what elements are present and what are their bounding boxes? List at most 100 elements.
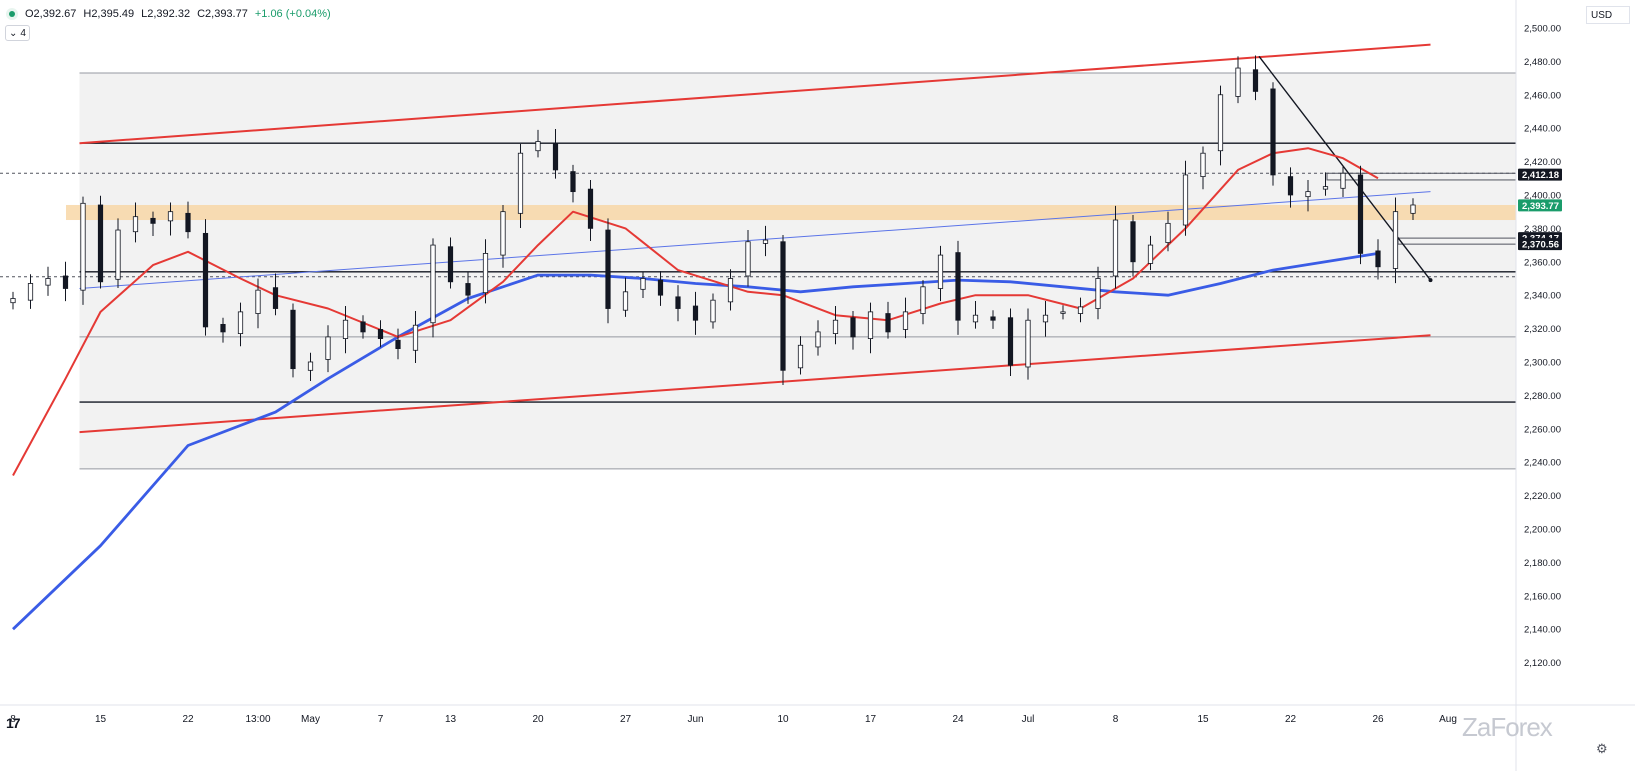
y-tick-label: 2,380.00 — [1524, 224, 1561, 235]
candle-body — [412, 324, 419, 351]
candle-body — [290, 309, 296, 370]
candle-body — [815, 331, 821, 348]
candle-body — [45, 278, 51, 286]
candle-body — [1007, 317, 1014, 366]
candle-body — [902, 311, 909, 330]
moving-average-red — [12, 147, 1379, 476]
candle-body — [850, 317, 856, 338]
candle-body — [937, 254, 944, 289]
y-tick-label: 2,220.00 — [1524, 491, 1561, 502]
candle-body — [657, 279, 664, 296]
channel-lower-line — [79, 334, 1431, 434]
ohlc-legend: O2,392.67 H2,395.49 L2,392.32 C2,393.77 … — [6, 4, 332, 24]
y-tick-label: 2,480.00 — [1524, 57, 1561, 68]
x-tick-label: 13 — [445, 714, 457, 725]
x-tick-label: 15 — [95, 714, 107, 725]
currency-button[interactable]: USD — [1586, 6, 1630, 24]
candle-body — [1182, 174, 1189, 226]
x-tick-label: 17 — [865, 714, 877, 725]
x-tick-label: May — [301, 714, 320, 725]
candle-body — [1322, 186, 1329, 190]
candle-body — [640, 278, 646, 290]
indicators-toggle[interactable]: ⌄ 4 — [5, 25, 30, 41]
y-tick-label: 2,460.00 — [1524, 90, 1561, 101]
candle-body — [1147, 244, 1154, 264]
candle-body — [1112, 219, 1119, 277]
candle-body — [1392, 211, 1399, 269]
x-tick-label: 22 — [1285, 714, 1297, 725]
candle-body — [307, 361, 314, 371]
candle-body — [255, 289, 261, 314]
x-tick-label: 7 — [378, 714, 384, 725]
y-tick-label: 2,320.00 — [1524, 324, 1561, 335]
x-tick-label: Aug — [1439, 714, 1457, 725]
candle-body — [1217, 94, 1224, 152]
price-tag — [1518, 238, 1562, 251]
y-tick-label: 2,500.00 — [1524, 23, 1561, 34]
close-value: C2,393.77 — [197, 8, 248, 20]
candle-body — [1410, 204, 1416, 214]
x-tick-label: 15 — [1197, 714, 1209, 725]
candle-body — [1042, 314, 1049, 323]
candle-body — [745, 241, 751, 277]
y-tick-label: 2,440.00 — [1524, 124, 1561, 135]
price-zone — [66, 204, 1516, 221]
y-tick-label: 2,360.00 — [1524, 257, 1561, 268]
price-tag — [1518, 168, 1562, 181]
candle-body — [1200, 152, 1206, 178]
candle-body — [325, 336, 331, 360]
tradingview-logo-icon[interactable]: 17 — [6, 715, 21, 731]
high-value: H2,395.49 — [83, 8, 135, 20]
candle-body — [97, 204, 104, 283]
price-tag-label: 2,393.77 — [1522, 201, 1559, 212]
candle-body — [517, 152, 524, 214]
candle-body — [342, 319, 349, 339]
candle-body — [867, 311, 874, 339]
candle-body — [202, 232, 209, 328]
y-tick-label: 2,140.00 — [1524, 625, 1561, 636]
candle-body — [570, 171, 576, 193]
price-tag-label: 2,412.18 — [1522, 170, 1559, 181]
candle-body — [465, 283, 471, 296]
candle-body — [1095, 278, 1101, 309]
candle-body — [430, 244, 436, 324]
gear-icon[interactable]: ⚙ — [1596, 741, 1608, 756]
y-tick-label: 2,260.00 — [1524, 424, 1561, 435]
candle-body — [272, 287, 279, 309]
y-tick-label: 2,120.00 — [1524, 658, 1561, 669]
channel-upper-line — [79, 43, 1431, 145]
candle-body — [1270, 88, 1276, 176]
candle-body — [1077, 306, 1084, 314]
candle-body — [675, 296, 681, 309]
candle-body — [605, 229, 611, 309]
x-tick-label: 24 — [952, 714, 964, 725]
watermark-logo: ZaForex — [1462, 712, 1553, 742]
candle-body — [622, 291, 629, 311]
candle-body — [62, 275, 69, 289]
x-tick-label: 26 — [1372, 714, 1384, 725]
y-tick-label: 2,400.00 — [1524, 190, 1561, 201]
candle-body — [447, 246, 454, 283]
candle-body — [360, 321, 366, 333]
low-value: L2,392.32 — [141, 8, 191, 20]
change-value: +1.06 (+0.04%) — [254, 8, 331, 20]
candle-body — [1305, 191, 1311, 198]
candle-body — [885, 313, 891, 333]
x-tick-label: 13:00 — [245, 714, 270, 725]
candle-body — [955, 252, 961, 321]
x-tick-label: 10 — [777, 714, 789, 725]
candle-body — [132, 216, 139, 233]
candle-body — [185, 212, 191, 233]
candle-body — [535, 141, 541, 152]
candle-body — [1252, 69, 1259, 92]
candle-body — [10, 298, 16, 304]
candle-body — [500, 211, 506, 256]
candle-body — [1340, 172, 1346, 189]
candle-body — [1287, 176, 1294, 196]
x-tick-label: 27 — [620, 714, 632, 725]
y-tick-label: 2,180.00 — [1524, 558, 1561, 569]
candle-body — [377, 329, 384, 339]
price-tag — [1518, 199, 1562, 212]
candle-body — [727, 278, 734, 303]
